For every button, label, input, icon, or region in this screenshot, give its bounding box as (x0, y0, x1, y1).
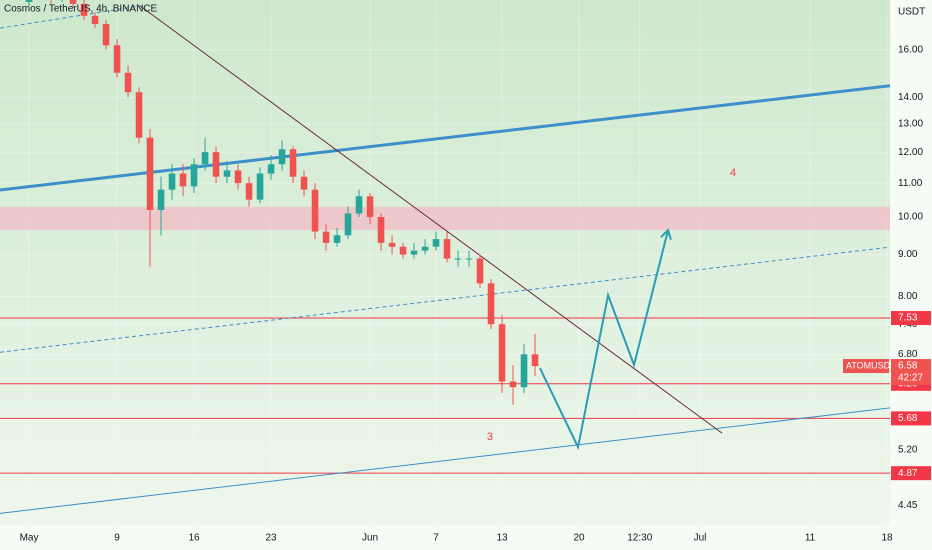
candle-body (124, 72, 132, 93)
candle-body (344, 213, 352, 236)
x-tick-label: 18 (881, 533, 893, 544)
candle-body (223, 170, 231, 177)
current-price-tag (843, 359, 889, 374)
candle-body (322, 231, 330, 243)
candle-body (498, 324, 506, 382)
candle-body (179, 173, 187, 187)
candle-body (168, 173, 176, 190)
candle-body (25, 0, 33, 2)
candle-body (278, 149, 286, 165)
y-tick-label: 10.00 (898, 212, 923, 223)
level-label: 4.87 (898, 468, 918, 479)
candle-body (201, 152, 209, 165)
candle-body (432, 239, 440, 247)
y-unit: USDT (898, 7, 925, 18)
y-tick-label: 11.00 (898, 178, 923, 189)
trendline (139, 5, 723, 434)
chart-title: Cosmos / TetherUS, 4h, BINANCE (4, 4, 158, 15)
candle-body (157, 189, 165, 211)
candle-body (388, 242, 396, 247)
level-tag (891, 411, 931, 426)
y-tick-label: 4.45 (898, 500, 918, 511)
candle-body (377, 217, 385, 243)
layer: 34 (0, 0, 891, 514)
candle-body (91, 15, 99, 25)
current-price-box (891, 359, 931, 386)
candle-body (355, 196, 363, 214)
candle-body (366, 196, 374, 218)
candle-body (531, 354, 539, 367)
candle-body (465, 258, 473, 260)
level-tag (891, 311, 931, 326)
candle-body (487, 283, 495, 325)
candle-body (212, 152, 220, 177)
x-tick-label: 20 (573, 533, 585, 544)
x-tick-label: 9 (114, 533, 120, 544)
level-label: 5.68 (898, 413, 918, 424)
y-tick-label: 14.00 (898, 92, 923, 103)
candle-body (245, 183, 253, 200)
y-tick-label: 13.00 (898, 118, 923, 129)
candle-body (135, 92, 143, 138)
y-tick-label: 5.20 (898, 444, 918, 455)
plot-background (0, 0, 890, 525)
y-tick-label: 6.80 (898, 349, 918, 360)
y-tick-label: 16.00 (898, 44, 923, 55)
candle-body (410, 250, 418, 255)
candle-body (289, 149, 297, 177)
candle-body (113, 45, 121, 73)
current-price-name: ATOMUSDT (846, 360, 896, 370)
candle-body (300, 176, 308, 190)
candle-body (476, 258, 484, 284)
candle-body (190, 164, 198, 187)
annotation: 4 (730, 167, 736, 179)
candle-body (454, 258, 462, 260)
zone (0, 206, 890, 231)
current-price-value: 6.58 (898, 361, 918, 372)
countdown: 42:27 (898, 373, 923, 384)
candle-body (69, 0, 77, 4)
x-tick-label: 11 (805, 533, 816, 544)
time-axis (0, 525, 932, 550)
x-tick-label: 12:30 (627, 533, 652, 544)
x-tick-label: Jul (694, 533, 707, 544)
candle-body (102, 24, 110, 46)
level-tag (891, 466, 931, 481)
candle-body (146, 137, 154, 211)
candle-body (421, 246, 429, 251)
arrow-head (660, 228, 672, 240)
x-tick-label: May (20, 533, 39, 544)
candle-body (399, 246, 407, 255)
candle-body (80, 3, 88, 16)
x-tick-label: 7 (433, 533, 439, 544)
y-tick-label: 9.00 (898, 249, 918, 260)
projection-path (539, 229, 669, 451)
candle-body (509, 381, 517, 388)
candle-body (333, 235, 341, 243)
candle-body (256, 173, 264, 200)
price-axis (890, 0, 932, 550)
candle-body (520, 354, 528, 388)
x-tick-label: 23 (265, 533, 277, 544)
y-tick-label: 8.00 (898, 291, 918, 302)
level-label: 7.53 (898, 313, 918, 324)
candle-body (443, 239, 451, 259)
trendline (0, 407, 891, 514)
x-tick-label: 13 (496, 533, 508, 544)
candle-body (311, 189, 319, 232)
y-tick-label: 12.00 (898, 147, 923, 158)
x-tick-label: 16 (188, 533, 200, 544)
trendline (0, 246, 891, 353)
candle-body (234, 170, 242, 184)
trendline (0, 5, 141, 29)
annotation: 3 (487, 431, 493, 443)
candle-body (267, 164, 275, 174)
x-tick-label: Jun (362, 533, 378, 544)
